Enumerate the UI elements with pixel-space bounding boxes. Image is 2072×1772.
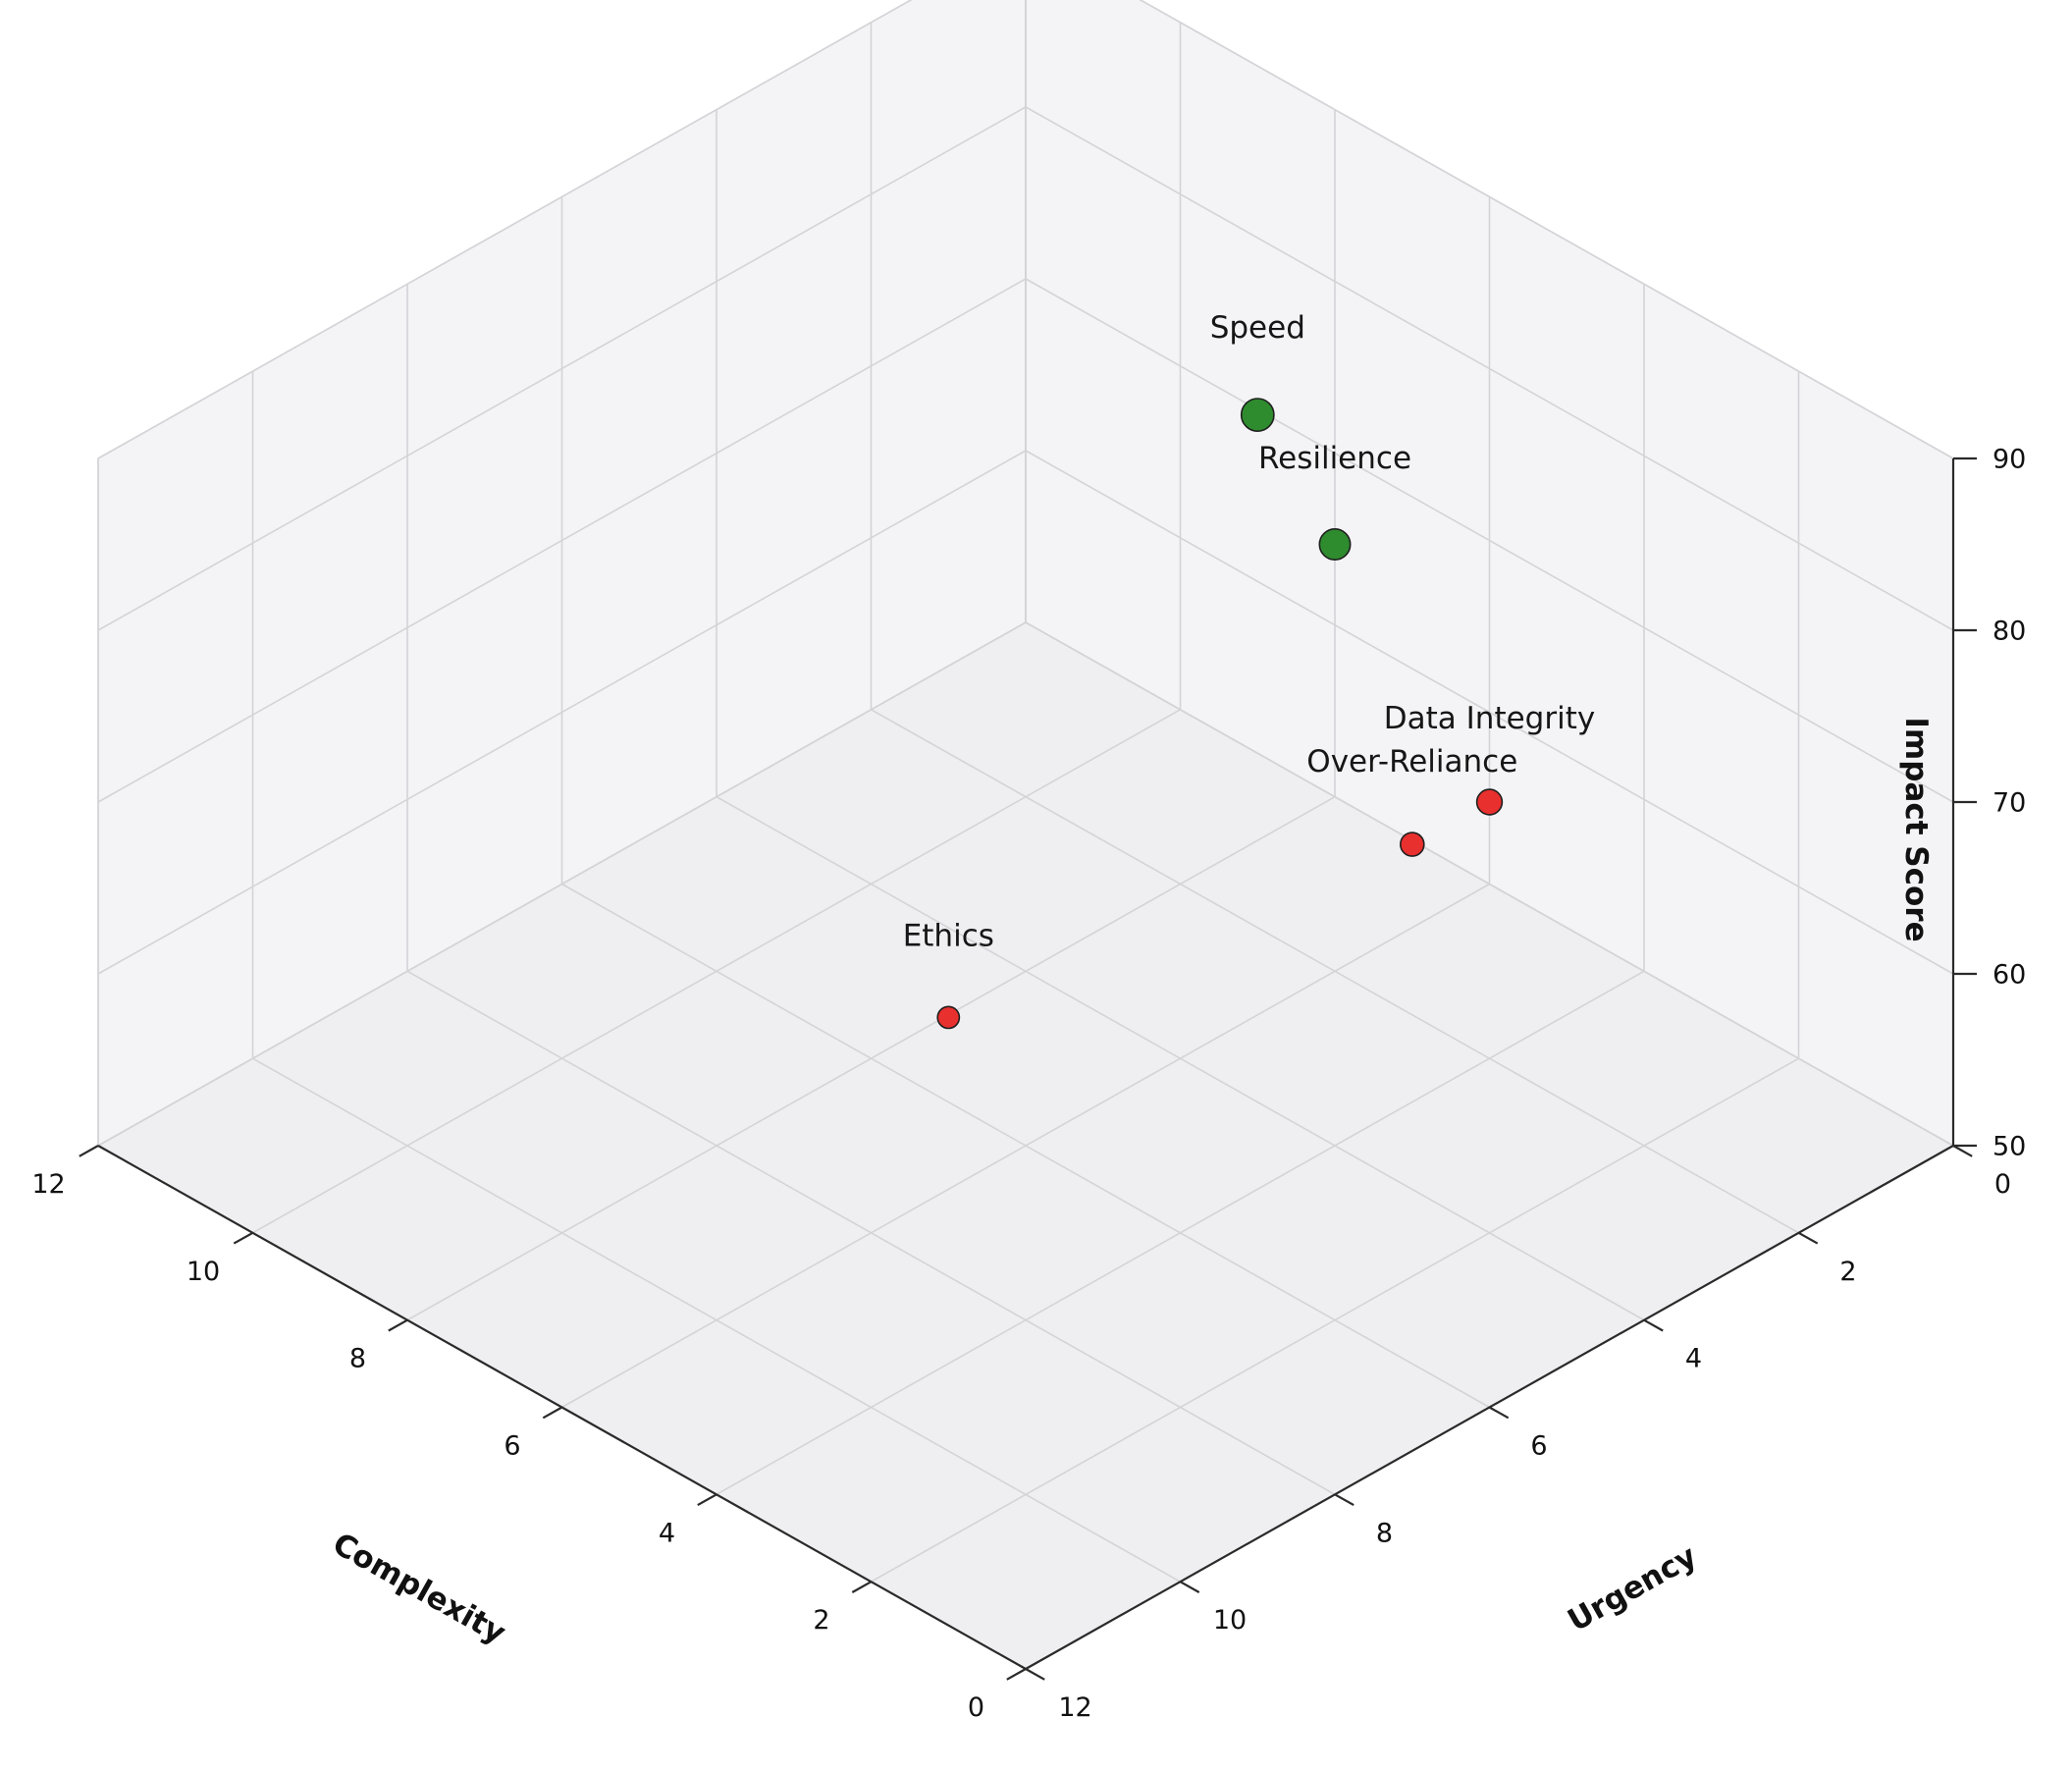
- urgency-tick: [1179, 1581, 1200, 1593]
- right-wall-grid-impact: [1025, 621, 1954, 1147]
- right-wall-grid-impact: [1025, 450, 1954, 975]
- tick-label: 2: [813, 1605, 829, 1636]
- complexity-tick: [851, 1581, 873, 1593]
- right-wall-grid-impact: [1025, 278, 1954, 803]
- data-point-label-resilience: Resilience: [1258, 441, 1411, 476]
- urgency-tick: [1952, 1145, 1973, 1157]
- tick-label: 4: [1685, 1344, 1702, 1374]
- tick-label: 2: [1839, 1257, 1856, 1287]
- tick-label: 6: [1530, 1431, 1547, 1462]
- left-wall-grid-impact: [97, 450, 1027, 975]
- urgency-tick: [1334, 1493, 1355, 1507]
- tick-label: 12: [31, 1169, 65, 1200]
- tick-label: 10: [186, 1257, 220, 1287]
- tick-label: 90: [1992, 445, 2026, 475]
- tick-label: 8: [1376, 1518, 1393, 1548]
- data-point-resilience: [1318, 527, 1352, 561]
- urgency-tick: [1643, 1318, 1664, 1332]
- left-wall-grid-impact: [97, 106, 1027, 631]
- right-wall-grid-impact: [1025, 106, 1954, 631]
- tick-label: 10: [1213, 1605, 1247, 1636]
- data-point-over-reliance: [1400, 832, 1425, 857]
- floor-grid-urgency: [252, 1057, 1181, 1583]
- data-point-label-data-integrity: Data Integrity: [1384, 701, 1595, 736]
- right-wall-grid-impact: [1139, 0, 1954, 459]
- complexity-tick: [79, 1145, 99, 1157]
- urgency-axis-title: Urgency: [1562, 1538, 1702, 1638]
- complexity-tick: [697, 1493, 717, 1507]
- left-wall-grid-impact: [97, 278, 1027, 803]
- left-wall-grid-impact: [97, 0, 913, 459]
- chart-point-labels: Over-Reliance Ethics Data Integrity Resilie…: [903, 310, 1596, 953]
- tick-label: 50: [1992, 1132, 2026, 1162]
- tick-label: 6: [504, 1431, 520, 1462]
- complexity-tick: [233, 1231, 254, 1245]
- axis-ticks: [79, 456, 1977, 1681]
- chart-grid: [97, 0, 1954, 1670]
- urgency-tick: [1797, 1231, 1819, 1245]
- tick-label: 0: [968, 1692, 984, 1723]
- floor-grid-urgency: [716, 796, 1645, 1321]
- data-point-speed: [1240, 398, 1275, 433]
- data-point-label-speed: Speed: [1210, 310, 1305, 346]
- data-point-label-over-reliance: Over-Reliance: [1306, 744, 1517, 779]
- tick-label: 70: [1992, 788, 2026, 819]
- complexity-tick: [388, 1318, 408, 1332]
- urgency-tick: [1025, 1668, 1045, 1681]
- data-point-ethics: [936, 1005, 961, 1030]
- tick-label: 4: [659, 1518, 675, 1548]
- tick-label: 12: [1058, 1692, 1091, 1723]
- tick-label: 60: [1992, 960, 2026, 991]
- tick-label: 8: [349, 1344, 366, 1374]
- floor-grid-urgency: [871, 709, 1799, 1234]
- tick-label: 80: [1992, 617, 2026, 647]
- floor-grid-urgency: [406, 970, 1336, 1495]
- floor-grid-urgency: [561, 883, 1490, 1409]
- chart-data-points: [936, 398, 1504, 1030]
- left-wall-grid-impact: [97, 621, 1027, 1147]
- impact-axis-title: Impact Score: [1898, 717, 1934, 941]
- data-point-label-ethics: Ethics: [903, 918, 994, 953]
- complexity-axis-title: Complexity: [327, 1527, 511, 1652]
- complexity-tick: [1006, 1668, 1027, 1681]
- complexity-tick: [542, 1406, 563, 1420]
- tick-label: 0: [1994, 1169, 2011, 1200]
- data-point-data-integrity: [1475, 788, 1504, 816]
- urgency-tick: [1488, 1406, 1510, 1420]
- axis-tick-labels: 0 2 4 6 8 10 12 0 2 4 6 8 10 12 50 60 70 80 90: [31, 445, 2026, 1724]
